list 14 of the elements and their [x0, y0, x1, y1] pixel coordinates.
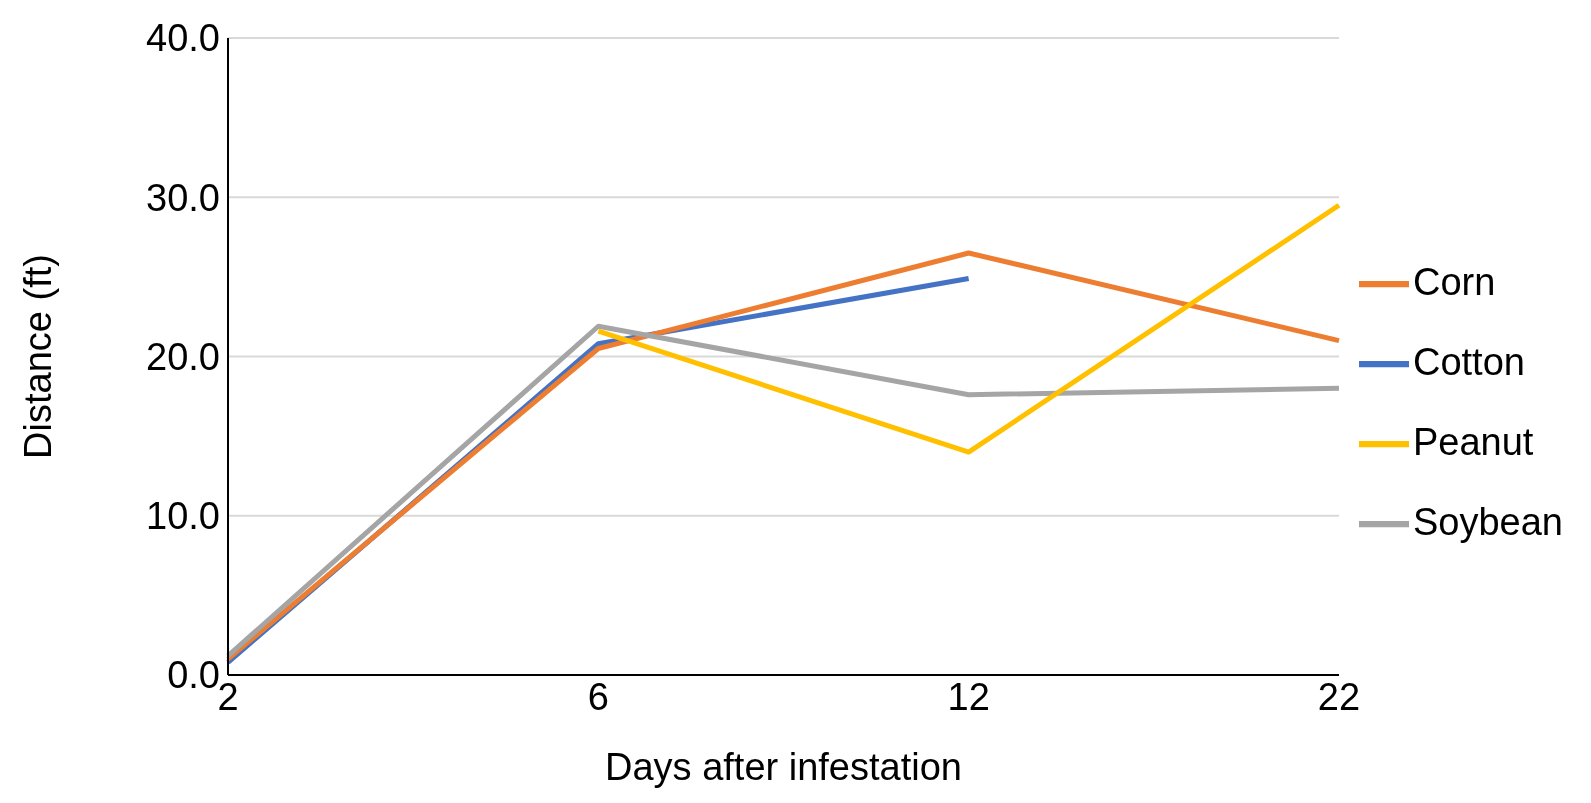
legend-label: Corn [1412, 260, 1496, 303]
x-tick-label: 6 [587, 675, 609, 718]
y-tick-label: 30.0 [146, 176, 220, 219]
x-tick-label: 22 [1317, 675, 1361, 718]
y-tick-label: 40.0 [146, 17, 220, 60]
y-tick-label: 10.0 [146, 495, 220, 538]
x-axis-title: Days after infestation [605, 746, 962, 788]
legend-label: Soybean [1412, 500, 1563, 543]
legend-label: Cotton [1412, 340, 1525, 383]
legend-label: Peanut [1412, 420, 1534, 463]
y-axis-title: Distance (ft) [17, 254, 60, 459]
y-tick-label: 20.0 [146, 335, 220, 378]
y-tick-label: 0.0 [167, 654, 220, 697]
x-tick-label: 12 [947, 675, 990, 718]
